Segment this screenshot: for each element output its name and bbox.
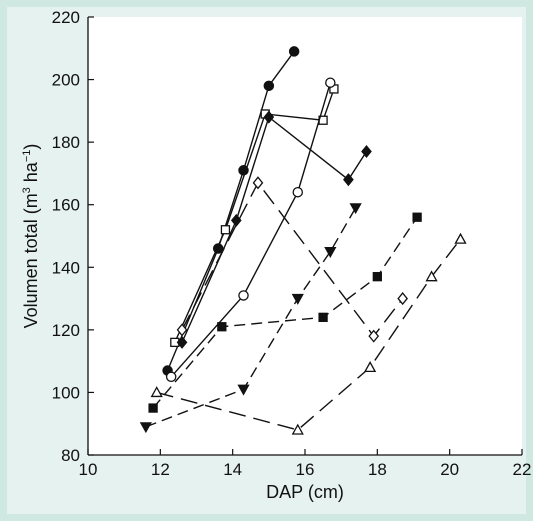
x-tick-label: 18 bbox=[368, 460, 387, 479]
series-2 bbox=[170, 84, 339, 348]
y-axis-title-post: ) bbox=[21, 144, 41, 150]
data-point bbox=[318, 312, 328, 322]
y-tick-label: 140 bbox=[52, 258, 80, 277]
data-point bbox=[238, 165, 249, 176]
data-point bbox=[176, 335, 188, 349]
data-point bbox=[237, 384, 250, 396]
x-axis-title: DAP (cm) bbox=[266, 482, 344, 502]
x-tick-label: 22 bbox=[513, 460, 532, 479]
y-tick-label: 200 bbox=[52, 71, 80, 90]
series-8 bbox=[150, 232, 467, 435]
data-point bbox=[363, 361, 377, 373]
series-4 bbox=[165, 77, 336, 383]
data-point bbox=[220, 225, 231, 235]
data-point bbox=[165, 371, 177, 383]
x-tick-label: 16 bbox=[296, 460, 315, 479]
data-point bbox=[150, 386, 163, 398]
data-point bbox=[292, 186, 304, 198]
data-point bbox=[238, 290, 249, 301]
data-point bbox=[288, 46, 300, 57]
series-5 bbox=[176, 176, 408, 343]
y-axis-title-sup2: −1 bbox=[21, 150, 33, 163]
data-point bbox=[263, 110, 275, 124]
series-1 bbox=[162, 46, 300, 376]
axes: 10 12 14 16 18 20 22 80 100 120 140 160 180 200 220 bbox=[52, 8, 532, 479]
data-point bbox=[368, 329, 380, 343]
data-point bbox=[412, 212, 422, 222]
y-tick-label: 100 bbox=[52, 383, 80, 402]
x-tick-label: 10 bbox=[79, 460, 98, 479]
y-tick-label: 120 bbox=[52, 321, 80, 340]
y-tick-label: 220 bbox=[52, 8, 80, 27]
data-point bbox=[343, 173, 354, 187]
x-tick-label: 20 bbox=[440, 460, 459, 479]
data-point bbox=[139, 422, 152, 434]
y-axis-title-pre: Volumen total (m bbox=[21, 193, 41, 328]
data-point bbox=[454, 232, 467, 244]
data-point bbox=[361, 145, 372, 159]
x-tick-label: 12 bbox=[151, 460, 170, 479]
data-point bbox=[349, 203, 362, 215]
data-point bbox=[397, 292, 408, 306]
data-point bbox=[252, 176, 264, 190]
data-point bbox=[291, 293, 304, 305]
y-axis-title-mid: ha bbox=[21, 161, 41, 187]
plot-area bbox=[88, 17, 522, 455]
y-axis-title-sup1: 3 bbox=[21, 187, 33, 193]
data-point bbox=[148, 403, 158, 413]
data-point bbox=[324, 246, 337, 258]
data-point bbox=[176, 323, 188, 337]
series-7 bbox=[148, 212, 422, 413]
y-tick-label: 160 bbox=[52, 196, 80, 215]
data-point bbox=[425, 270, 438, 282]
x-tick-label: 14 bbox=[223, 460, 242, 479]
series-6 bbox=[139, 203, 362, 434]
series-line bbox=[181, 181, 404, 338]
y-axis-title: Volumen total (m3 ha−1) bbox=[21, 144, 41, 329]
data-point bbox=[372, 272, 382, 282]
series-layer bbox=[139, 46, 467, 435]
y-tick-label: 180 bbox=[52, 133, 80, 152]
data-point bbox=[325, 77, 336, 88]
data-point bbox=[217, 322, 227, 332]
data-point bbox=[263, 80, 275, 92]
y-tick-label: 80 bbox=[61, 446, 80, 465]
series-line bbox=[170, 82, 331, 378]
data-point bbox=[291, 423, 304, 435]
